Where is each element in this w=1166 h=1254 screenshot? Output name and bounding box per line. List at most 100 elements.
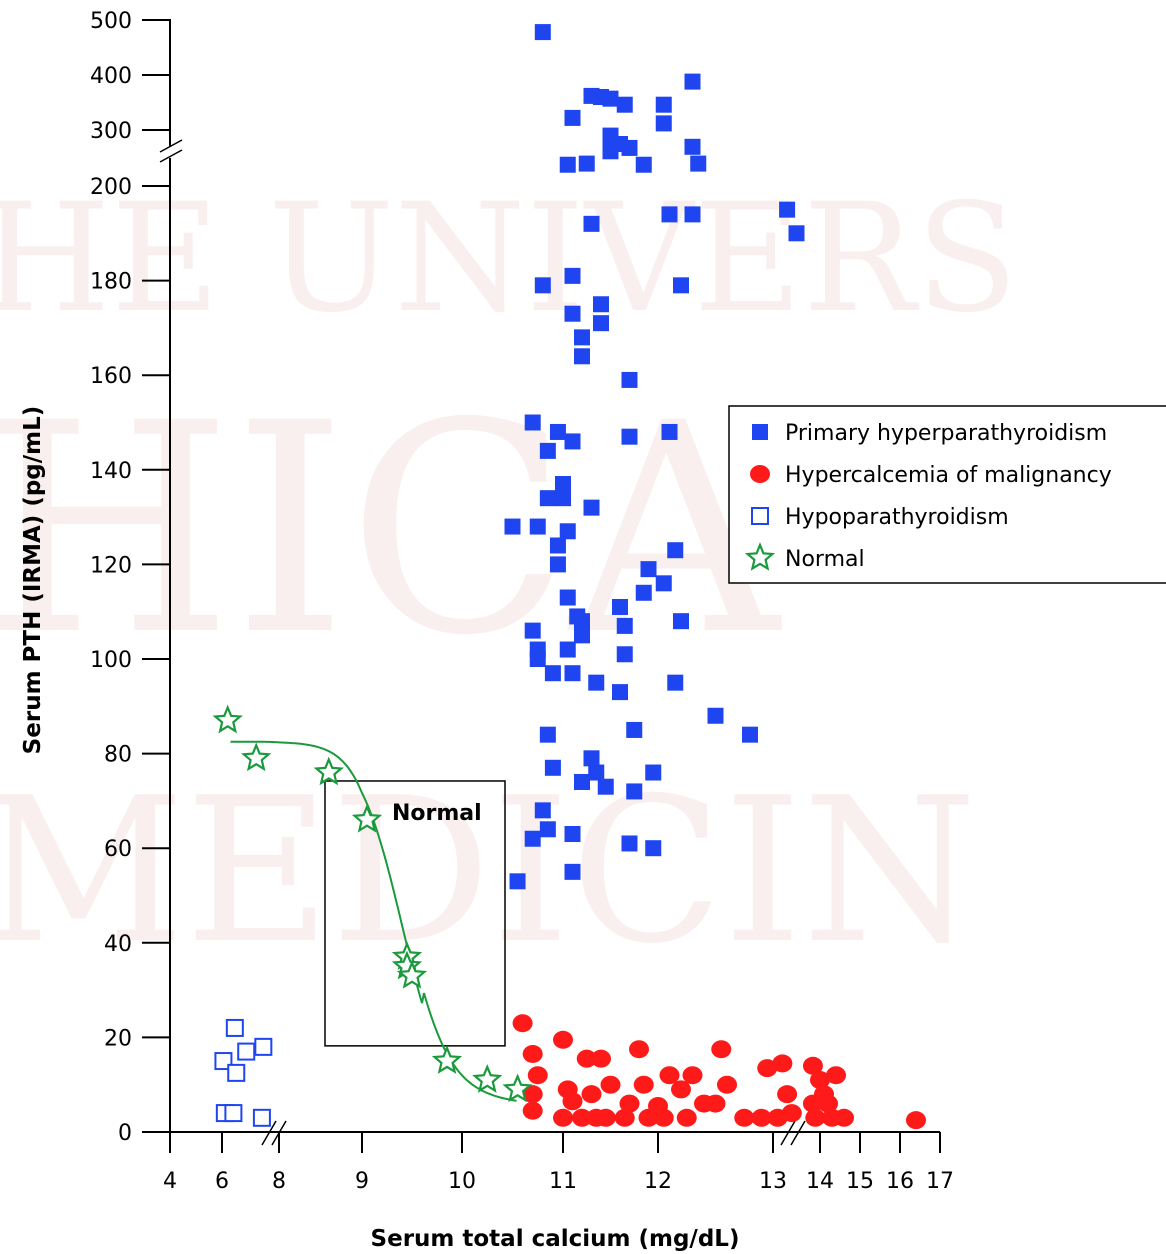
axes xyxy=(159,19,940,1146)
y-tick-label: 40 xyxy=(104,932,132,957)
legend-marker xyxy=(752,424,768,440)
data-point xyxy=(559,156,576,173)
x-tick-label: 11 xyxy=(549,1169,577,1194)
data-point xyxy=(602,90,619,107)
data-point xyxy=(529,651,546,667)
data-point xyxy=(788,225,805,242)
data-point xyxy=(626,783,643,800)
x-tick-label: 4 xyxy=(163,1169,177,1194)
data-point xyxy=(619,1094,640,1113)
data-point xyxy=(534,802,551,819)
data-point xyxy=(673,277,689,294)
data-point xyxy=(673,613,689,630)
y-tick-label: 0 xyxy=(118,1121,132,1146)
legend-label: Hypercalcemia of malignancy xyxy=(785,463,1112,488)
data-point xyxy=(564,863,581,880)
data-point xyxy=(564,267,581,284)
data-point xyxy=(581,1085,602,1104)
data-point xyxy=(818,1094,838,1113)
data-point xyxy=(717,1075,737,1094)
data-point xyxy=(600,1075,621,1094)
data-point xyxy=(621,428,638,445)
data-point xyxy=(802,1056,823,1075)
y-tick-label: 120 xyxy=(90,553,132,578)
data-point xyxy=(509,873,526,890)
y-tick-label: 160 xyxy=(90,364,132,389)
data-point xyxy=(252,1108,271,1127)
y-axis-break-mark xyxy=(159,149,183,163)
data-point xyxy=(711,1040,732,1059)
watermark: HE UNIVERS HICA MEDICIN xyxy=(0,172,1018,988)
x-tick-label: 13 xyxy=(759,1169,787,1194)
y-tick-label: 180 xyxy=(90,270,132,295)
data-point xyxy=(777,1085,798,1104)
data-point xyxy=(212,704,243,734)
data-point xyxy=(734,1108,755,1127)
data-point xyxy=(544,665,561,682)
data-point xyxy=(655,575,672,592)
data-point xyxy=(574,627,590,644)
x-axis-title: Serum total calcium (mg/dL) xyxy=(371,1226,740,1252)
data-point xyxy=(671,1080,691,1099)
data-point xyxy=(595,1108,616,1127)
data-point xyxy=(640,561,657,578)
data-point xyxy=(684,206,701,223)
data-point xyxy=(597,778,614,795)
data-point xyxy=(593,315,609,332)
data-point xyxy=(655,96,672,113)
x-tick-label: 14 xyxy=(806,1169,834,1194)
data-point xyxy=(751,1108,772,1127)
data-point xyxy=(472,1064,503,1093)
x-axis-break-mark xyxy=(790,1120,806,1146)
data-point xyxy=(564,826,581,843)
y-tick-label: 100 xyxy=(90,648,132,673)
data-point xyxy=(779,201,796,218)
y-tick-label: 300 xyxy=(90,119,132,144)
data-point xyxy=(834,1108,854,1127)
legend: Primary hyperparathyroidism Hypercalcemia… xyxy=(728,405,1166,584)
x-axis-break-mark xyxy=(261,1120,277,1146)
data-point xyxy=(653,1108,674,1127)
data-point xyxy=(655,115,672,132)
data-point xyxy=(313,756,344,786)
data-point xyxy=(612,598,628,615)
data-point xyxy=(667,674,684,691)
data-point xyxy=(684,73,701,90)
data-point xyxy=(534,277,551,294)
data-point xyxy=(602,143,619,160)
data-point xyxy=(742,726,758,743)
data-point xyxy=(593,296,609,313)
data-point xyxy=(616,646,633,663)
data-point xyxy=(254,1037,273,1056)
svg-text:HICA: HICA xyxy=(0,362,782,699)
y-tick-label: 400 xyxy=(90,64,132,89)
normal-range-box xyxy=(324,780,506,1047)
data-point xyxy=(645,764,662,781)
data-point xyxy=(502,1073,533,1103)
data-point xyxy=(635,584,652,601)
data-point xyxy=(396,959,428,989)
data-point xyxy=(684,138,701,155)
data-point xyxy=(524,830,541,847)
data-point xyxy=(559,589,576,606)
data-point xyxy=(574,773,590,790)
data-point xyxy=(549,423,566,440)
data-point xyxy=(555,475,571,492)
svg-text:MEDICIN: MEDICIN xyxy=(0,755,977,988)
data-point xyxy=(629,1040,649,1059)
series-hypercalcemia-of-malignancy xyxy=(512,1014,926,1130)
data-point xyxy=(529,518,546,535)
data-point xyxy=(539,726,556,743)
data-point xyxy=(802,1094,823,1113)
x-tick-label: 16 xyxy=(886,1169,914,1194)
data-point xyxy=(612,684,628,701)
data-points xyxy=(212,24,926,1130)
x-axis-break-mark xyxy=(780,1120,796,1146)
data-point xyxy=(559,641,576,658)
data-point xyxy=(559,523,576,540)
x-axis-ticks: 4 6 8 9 10 11 12 13 14 15 16 17 xyxy=(163,1132,954,1194)
data-point xyxy=(690,155,707,172)
data-point xyxy=(564,433,581,450)
data-point xyxy=(534,24,551,41)
data-point xyxy=(588,674,605,691)
